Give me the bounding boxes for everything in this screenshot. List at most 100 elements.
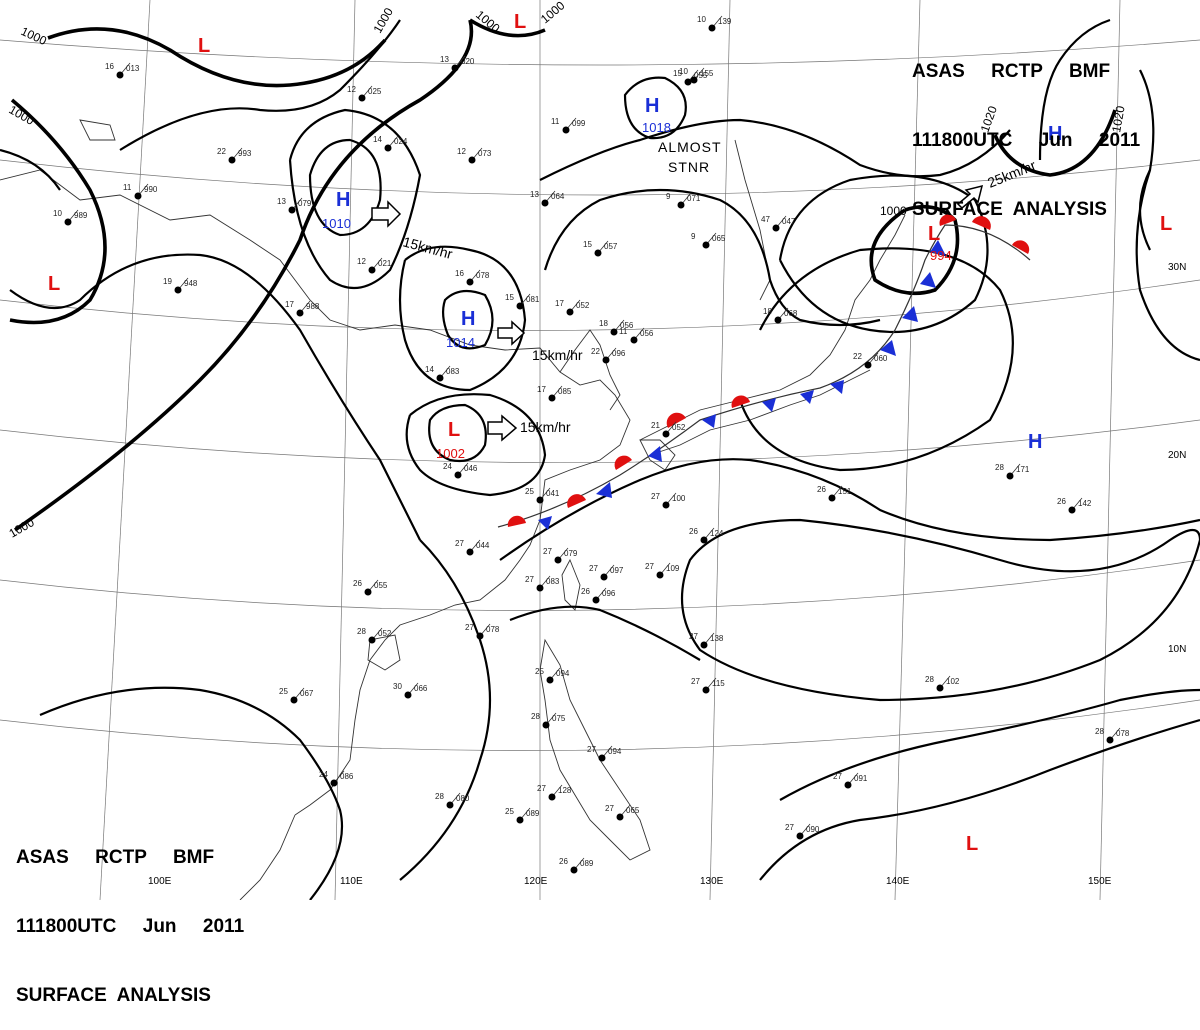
station-plot: 27 097: [589, 564, 624, 581]
station-circle: [446, 801, 454, 809]
isobar-pacific-loop: [680, 518, 1200, 702]
warm-front-marker: [666, 412, 686, 428]
warm-front-markers: [507, 214, 1030, 527]
station-pressure: 151: [838, 487, 852, 496]
isobar-se-1: [509, 605, 701, 661]
station-temperature: 28: [357, 627, 366, 636]
station-plot: 28 080: [435, 792, 470, 809]
cold-front-marker: [762, 398, 776, 412]
station-circle: [828, 494, 836, 502]
station-circle: [64, 218, 72, 226]
station-plot: 16 078: [455, 269, 490, 286]
station-circle: [796, 832, 804, 840]
station-plot: 25 041: [525, 487, 560, 504]
station-temperature: 27: [537, 784, 546, 793]
japan-coastline-south: [649, 369, 871, 456]
low-pressure-symbol: L: [514, 11, 526, 33]
longitude-label: 130E: [700, 876, 724, 887]
station-circle: [774, 316, 782, 324]
station-temperature: 25: [279, 687, 288, 696]
station-circle: [296, 309, 304, 317]
station-temperature: 10: [697, 15, 706, 24]
station-plot: 22 060: [853, 352, 888, 369]
station-pressure: 044: [476, 541, 490, 550]
station-circle: [536, 584, 544, 592]
taiwan-coastline: [561, 558, 581, 611]
station-plot: 11 099: [551, 117, 586, 134]
station-plot: 27 090: [785, 823, 820, 840]
station-temperature: 16: [455, 269, 464, 278]
isobar-1000-nw: [47, 27, 387, 88]
station-circle: [1006, 472, 1014, 480]
station-plot: 25 094: [535, 667, 570, 684]
cold-front-marker: [538, 516, 552, 530]
station-temperature: 26: [581, 587, 590, 596]
station-circle: [554, 556, 562, 564]
station-pressure: 052: [576, 301, 590, 310]
station-temperature: 24: [443, 462, 452, 471]
station-circle: [566, 308, 574, 316]
station-circle: [384, 144, 392, 152]
station-plot: 17 988: [285, 300, 320, 317]
station-plot: 27 079: [543, 547, 578, 564]
pressure-value: 1002: [436, 446, 465, 461]
longitude-label: 140E: [886, 876, 910, 887]
meridian-line: [709, 0, 731, 900]
station-plot: 27 100: [651, 492, 686, 509]
station-temperature: 17: [285, 300, 294, 309]
station-circle: [548, 793, 556, 801]
station-plot: 12 073: [457, 147, 492, 164]
station-temperature: 27: [589, 564, 598, 573]
movement-speed-label: 15km/hr: [520, 419, 571, 435]
station-temperature: 30: [393, 682, 402, 691]
warm-front-marker: [507, 515, 526, 527]
station-pressure: 057: [604, 242, 618, 251]
station-circle: [610, 328, 618, 336]
station-plot: 9 071: [666, 192, 701, 209]
station-circle: [592, 596, 600, 604]
station-plot: 22 096: [591, 347, 626, 364]
station-temperature: 13: [530, 190, 539, 199]
station-temperature: 24: [319, 770, 328, 779]
isobar-large-3: [405, 393, 547, 497]
isobar-high-1018: [623, 76, 687, 140]
station-circle: [288, 206, 296, 214]
station-pressure: 142: [1078, 499, 1092, 508]
station-pressure: 020: [461, 57, 475, 66]
isobar-nw-small: [0, 148, 61, 191]
station-circle: [466, 548, 474, 556]
stationary-front-line: [497, 224, 1031, 528]
station-pressure: 097: [610, 566, 624, 575]
station-plot: 24 086: [319, 770, 354, 787]
station-pressure: 096: [602, 589, 616, 598]
station-temperature: 27: [785, 823, 794, 832]
station-pressure: 065: [626, 806, 640, 815]
station-temperature: 12: [457, 147, 466, 156]
cold-front-marker: [648, 446, 662, 462]
parallel-line: [0, 559, 1200, 611]
movement-arrow: [956, 184, 984, 210]
station-plot: 16 013: [105, 62, 140, 79]
station-temperature: 14: [425, 365, 434, 374]
station-pressure: 085: [558, 387, 572, 396]
station-pressure: 064: [551, 192, 565, 201]
station-plot: 10 139: [697, 15, 732, 32]
low-pressure-symbol: L: [198, 35, 210, 57]
axis-labels: 100E 110E 120E 130E 140E 150E 30N 20N 10…: [148, 262, 1186, 887]
station-temperature: 28: [531, 712, 540, 721]
station-circle: [662, 430, 670, 438]
station-circle: [290, 696, 298, 704]
station-pressure: 989: [74, 211, 88, 220]
station-circle: [454, 471, 462, 479]
surface-analysis-map: 1000 1000 1000 1000 1000 1000 1020 1020 …: [0, 0, 1200, 900]
station-circle: [936, 684, 944, 692]
title-line: ASAS RCTP BMF: [16, 847, 215, 868]
station-pressure: 083: [546, 577, 560, 586]
isobars: 1000 1000 1000 1000 1000 1000 1020 1020 …: [0, 0, 1200, 900]
station-temperature: 28: [1095, 727, 1104, 736]
station-circle: [684, 78, 692, 86]
low-pressure-symbol: L: [966, 833, 978, 855]
isobar-low-1002: [428, 403, 487, 463]
station-plot: 27 109: [645, 562, 680, 579]
station-pressure: 079: [564, 549, 578, 558]
